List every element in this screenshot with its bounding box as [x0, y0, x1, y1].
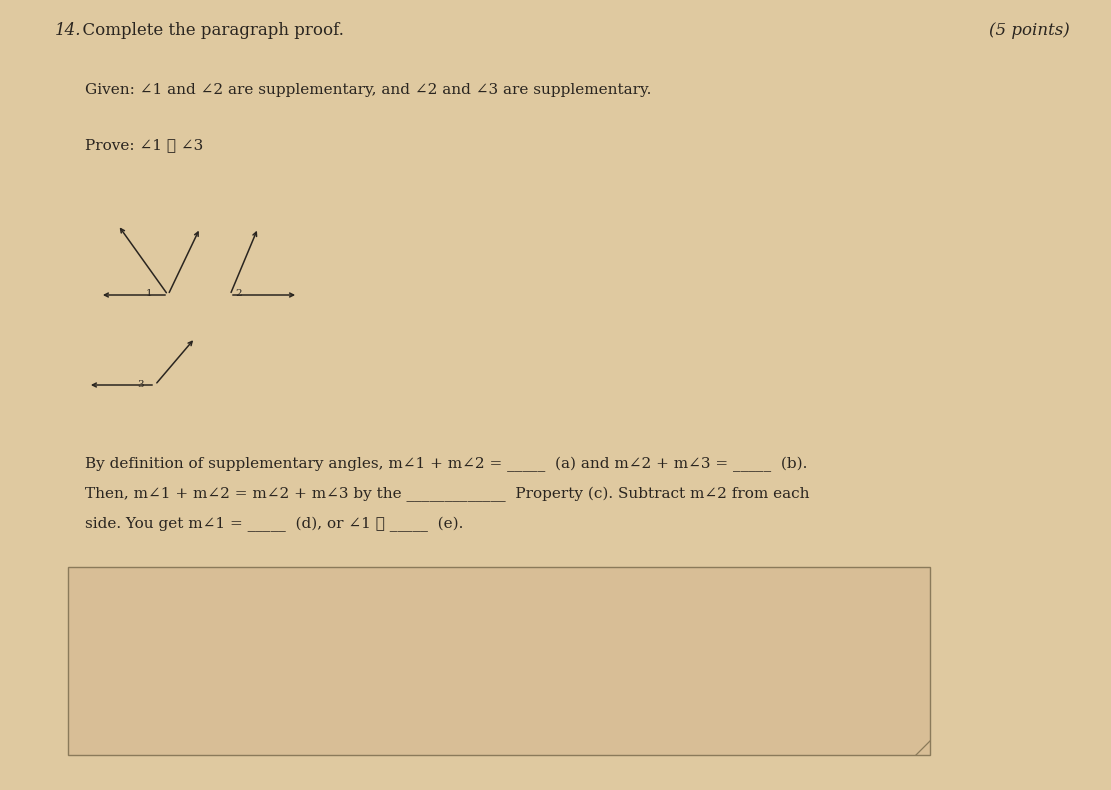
Text: 14.: 14. [56, 22, 81, 39]
Text: By definition of supplementary angles, m∠1 + m∠2 = _____  (a) and m∠2 + m∠3 = __: By definition of supplementary angles, m… [86, 457, 808, 472]
Text: Complete the paragraph proof.: Complete the paragraph proof. [72, 22, 344, 39]
Text: side. You get m∠1 = _____  (d), or ∠1 ≅ _____  (e).: side. You get m∠1 = _____ (d), or ∠1 ≅ _… [86, 517, 463, 532]
Text: (5 points): (5 points) [989, 22, 1070, 39]
Text: Prove: ∠1 ≅ ∠3: Prove: ∠1 ≅ ∠3 [86, 138, 203, 152]
Text: 2: 2 [236, 289, 241, 298]
Text: 3: 3 [137, 380, 143, 389]
Bar [68, 567, 930, 755]
Text: Given: ∠1 and ∠2 are supplementary, and ∠2 and ∠3 are supplementary.: Given: ∠1 and ∠2 are supplementary, and … [86, 83, 651, 97]
Text: Then, m∠1 + m∠2 = m∠2 + m∠3 by the _____________  Property (c). Subtract m∠2 fro: Then, m∠1 + m∠2 = m∠2 + m∠3 by the _____… [86, 487, 810, 502]
Text: 1: 1 [146, 289, 152, 298]
